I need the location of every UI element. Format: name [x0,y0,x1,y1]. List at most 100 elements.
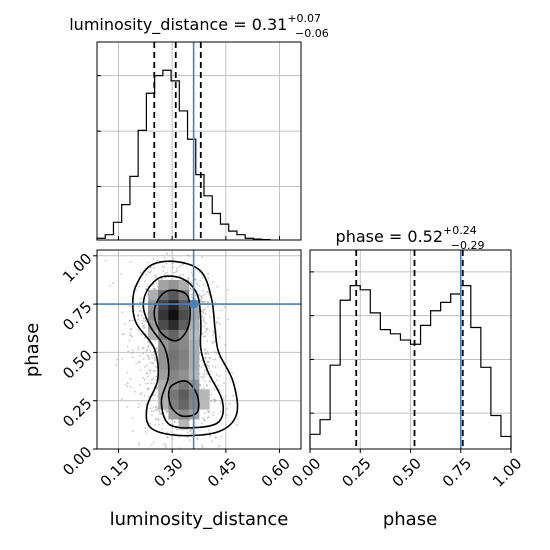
sample-point [155,366,157,368]
sample-point [188,430,191,432]
sample-point [137,318,140,321]
sample-point [212,411,215,414]
sample-point [202,294,205,297]
x-tick-label: 0.30 [150,454,186,490]
luminosity-distance-xtick-labels: 0.15 0.30 0.45 0.60 [97,454,294,490]
density-cell [158,279,169,291]
sample-point [128,305,131,307]
sample-point [172,271,175,274]
sample-point [205,385,208,388]
x-tick-label: 0.60 [258,454,294,490]
sample-point [172,262,175,265]
density-cell [148,289,159,301]
sample-point [194,278,197,281]
sample-point [206,360,209,363]
sample-point [204,331,207,333]
sample-point [204,375,206,378]
sample-point [153,356,156,359]
density-cell [158,369,169,380]
sample-point [158,423,161,426]
sample-point [202,376,204,379]
sample-point [189,439,191,441]
sample-point [150,382,153,385]
sample-point [164,409,167,412]
density-cell [168,399,179,410]
sample-point [201,315,204,318]
sample-point [202,276,204,279]
sample-point [196,283,199,286]
sample-point [203,320,206,323]
luminosity-distance-histogram-grid [97,42,301,240]
x-axis-label-phase: phase [383,509,437,530]
sample-point [152,362,155,365]
sample-point [208,380,211,383]
sample-point [214,398,217,401]
sample-point [130,328,133,330]
sample-point [190,294,193,296]
sample-point [139,271,142,274]
density-cell [158,359,169,370]
density-cell [168,289,179,301]
sample-point [218,445,221,448]
sample-point [237,418,239,420]
sample-point [206,290,208,293]
density-cell [168,359,179,370]
phase-histogram-panel: phase = 0.52+0.24 −0.29 [309,224,512,453]
sample-point [220,309,223,312]
sample-point [153,382,156,385]
density-cell [178,389,190,400]
sample-point [178,436,181,438]
sample-point [145,321,147,323]
sample-point [202,319,205,321]
sample-point [216,379,219,382]
sample-point [142,320,144,322]
sample-point [149,271,151,274]
sample-point [232,394,234,397]
sample-point [151,357,154,359]
sample-point [120,273,123,276]
sample-point [154,394,156,396]
sample-point [129,260,132,263]
sample-point [145,372,148,375]
phase-title: phase = 0.52+0.24 −0.29 [336,224,485,252]
sample-point [140,297,142,300]
sample-point [210,394,212,396]
sample-point [166,252,168,255]
sample-point [213,351,216,353]
sample-point [143,395,146,397]
sample-point [165,271,168,274]
sample-point [205,328,208,331]
sample-point [155,282,158,285]
sample-point [128,339,131,342]
y-tick-label: 0.00 [59,443,95,479]
sample-point [129,331,131,334]
sample-point [213,401,216,403]
sample-point [121,311,123,314]
sample-point [209,435,212,437]
phase-x-tick-label: 0.00 [288,454,324,490]
sample-point [178,274,181,276]
sample-point [201,364,204,367]
sample-point [204,335,206,338]
sample-point [149,372,152,374]
sample-point [198,285,201,287]
sample-point [155,375,158,378]
sample-point [199,279,202,282]
sample-point [161,422,164,425]
y-tick-label: 1.00 [59,250,95,286]
sample-point [226,288,229,291]
sample-point [130,334,132,337]
sample-point [146,387,149,390]
sample-point [172,266,174,269]
sample-point [149,343,152,345]
sample-point [148,387,151,389]
sample-point [146,364,148,367]
sample-point [231,372,234,374]
sample-point [152,378,155,380]
sample-point [204,300,206,303]
sample-point [210,399,213,402]
sample-point [156,259,159,262]
sample-point [203,370,206,373]
density-cell [168,299,179,311]
sample-point [211,280,214,283]
